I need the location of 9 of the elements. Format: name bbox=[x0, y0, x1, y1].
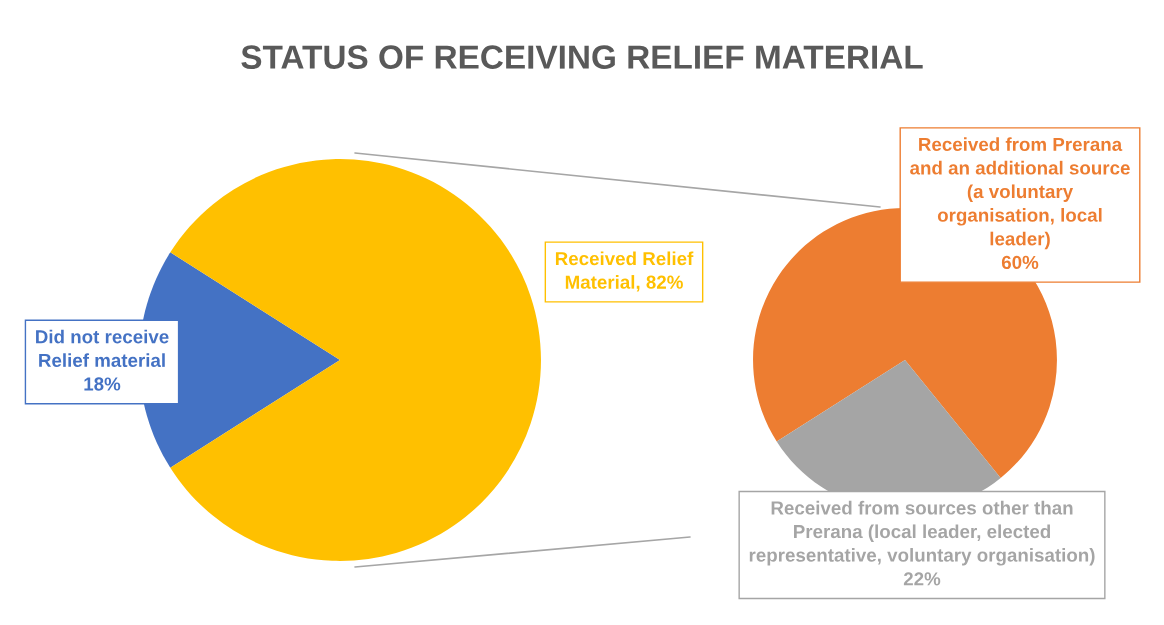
data-label: 22% bbox=[903, 572, 941, 586]
data-label: 60% bbox=[1001, 255, 1039, 270]
data-label: 18% bbox=[84, 377, 121, 391]
chart-title: STATUS OF RECEIVING RELIEF MATERIAL bbox=[241, 45, 923, 69]
pie-slice bbox=[170, 159, 541, 561]
slice-label: Did not receive Relief material bbox=[36, 329, 169, 368]
slice-label: Received from Prerana and an additional source (a voluntary organisation, local leader) bbox=[910, 137, 1130, 250]
slice-label: Received from sources other than Prerana (local leader, elected representative, voluntary organisation) bbox=[749, 500, 1095, 566]
slice-label: Received Relief Material, 82% bbox=[555, 251, 694, 292]
